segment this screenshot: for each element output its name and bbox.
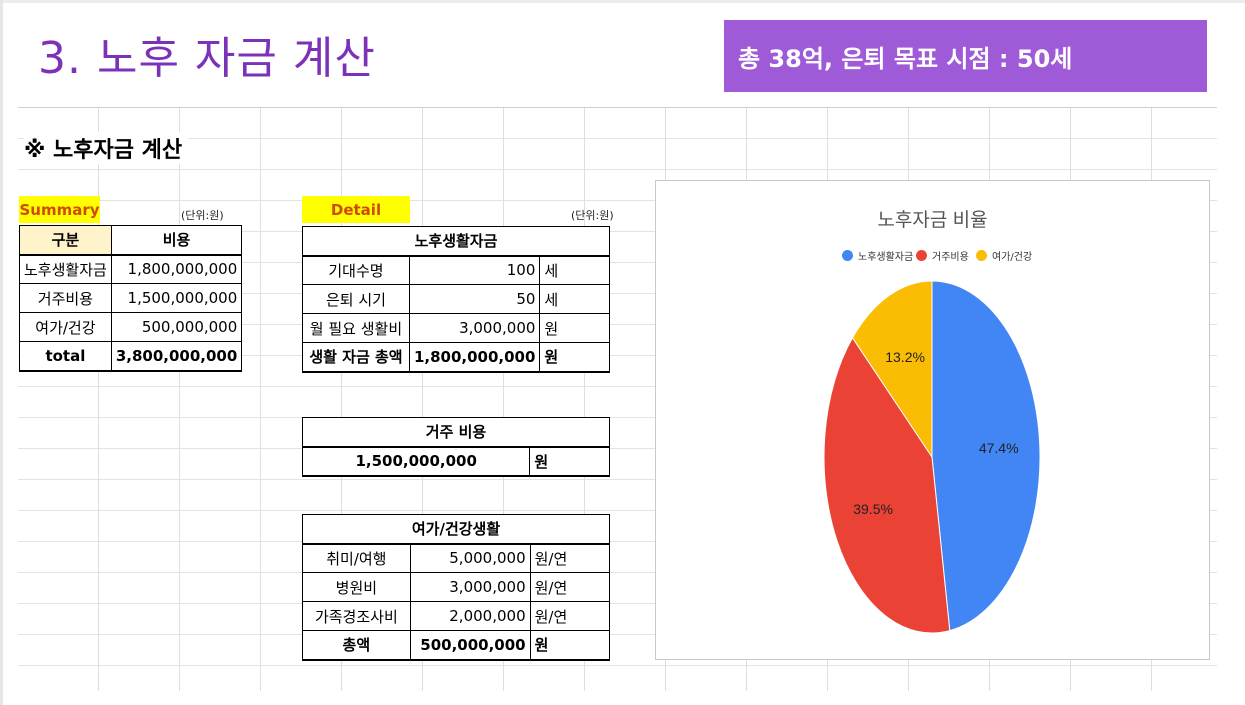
leisure-health-row-unit: 원/연 <box>529 572 611 602</box>
leisure-health-table: 여가/건강생활 취미/여행 5,000,000 원/연 병원비 3,000,00… <box>302 514 611 661</box>
summary-header-row: 구분 비용 <box>19 225 243 256</box>
summary-row-name: 노후생활자금 <box>19 254 112 284</box>
leisure-health-row-value: 2,000,000 <box>409 601 531 631</box>
pie-slice-label: 47.4% <box>979 440 1019 456</box>
legend-label: 거주비용 <box>932 252 969 263</box>
summary-total-name: total <box>19 341 112 372</box>
housing-cost-title: 거주 비용 <box>302 417 610 448</box>
legend-label: 여가/건강 <box>992 252 1033 263</box>
leisure-health-total-row: 총액 500,000,000 원 <box>302 630 611 661</box>
living-fund-total-unit: 원 <box>539 342 610 373</box>
leisure-health-row: 병원비 3,000,000 원/연 <box>302 572 611 602</box>
leisure-health-total-value: 500,000,000 <box>409 630 531 661</box>
detail-label: Detail <box>302 196 410 223</box>
living-fund-row: 은퇴 시기 50 세 <box>302 284 610 314</box>
living-fund-row-unit: 세 <box>539 284 610 314</box>
goal-banner-text: 총 38억, 은퇴 목표 시점 : 50세 <box>738 44 1073 73</box>
living-fund-total-row: 생활 자금 총액 1,800,000,000 원 <box>302 342 610 373</box>
slide-top-border <box>0 0 1245 3</box>
living-fund-row-name: 월 필요 생활비 <box>302 313 410 343</box>
leisure-health-row-name: 병원비 <box>302 572 411 602</box>
pie-slice[interactable] <box>823 336 951 634</box>
summary-label: Summary <box>19 196 100 223</box>
housing-cost-table: 거주 비용 1,500,000,000 원 <box>301 417 610 477</box>
detail-unit: (단위:원) <box>571 209 614 222</box>
living-fund-row: 월 필요 생활비 3,000,000 원 <box>302 313 610 343</box>
leisure-health-row-unit: 원/연 <box>529 601 611 631</box>
chart-title: 노후자금 비율 <box>877 210 988 231</box>
housing-cost-title-row: 거주 비용 <box>302 417 610 448</box>
housing-cost-value: 1,500,000,000 <box>301 446 531 477</box>
leisure-health-total-unit: 원 <box>529 630 611 661</box>
housing-cost-unit: 원 <box>529 446 610 477</box>
leisure-health-row-unit: 원/연 <box>529 543 611 573</box>
leisure-health-row-name: 가족경조사비 <box>302 601 411 631</box>
slide-title: 3. 노후 자금 계산 <box>38 33 376 84</box>
living-fund-row-name: 기대수명 <box>302 255 410 285</box>
summary-row: 여가/건강 500,000,000 <box>19 312 243 342</box>
pie-slice[interactable] <box>931 280 1041 632</box>
summary-total-row: total 3,800,000,000 <box>19 341 243 372</box>
living-fund-row-value: 3,000,000 <box>408 313 541 343</box>
living-fund-total-name: 생활 자금 총액 <box>302 342 410 373</box>
housing-cost-value-row: 1,500,000,000 원 <box>301 446 610 477</box>
summary-row-value: 1,500,000,000 <box>110 283 243 313</box>
slide-left-border <box>0 0 3 705</box>
living-fund-table: 노후생활자금 기대수명 100 세 은퇴 시기 50 세 월 필요 생활비 3,… <box>302 226 610 373</box>
living-fund-row-value: 50 <box>408 284 541 314</box>
legend-swatch-2 <box>976 250 987 261</box>
leisure-health-total-name: 총액 <box>302 630 411 661</box>
pie-slice[interactable] <box>851 280 933 459</box>
summary-row-value: 1,800,000,000 <box>110 254 243 284</box>
living-fund-title: 노후생활자금 <box>302 226 610 257</box>
legend-label: 노후생활자금 <box>858 252 914 263</box>
pie-slice-label: 39.5% <box>853 501 893 517</box>
legend-item: 여가/건강 <box>976 248 1032 263</box>
legend-item: 거주비용 <box>916 248 969 263</box>
summary-header-cost: 비용 <box>110 225 243 256</box>
living-fund-row-unit: 세 <box>539 255 610 285</box>
pie-chart-panel[interactable]: 노후자금 비율 노후생활자금 거주비용 여가/건강 47.4% 39.5% 13.2… <box>655 180 1210 660</box>
living-fund-row-name: 은퇴 시기 <box>302 284 410 314</box>
leisure-health-row: 가족경조사비 2,000,000 원/연 <box>302 601 611 631</box>
leisure-health-title: 여가/건강생활 <box>302 514 610 545</box>
leisure-health-title-row: 여가/건강생활 <box>302 514 610 545</box>
summary-header-category: 구분 <box>19 225 112 256</box>
legend-swatch-1 <box>916 250 927 261</box>
summary-total-value: 3,800,000,000 <box>110 341 243 372</box>
summary-row-value: 500,000,000 <box>110 312 243 342</box>
living-fund-row: 기대수명 100 세 <box>302 255 610 285</box>
living-fund-title-row: 노후생활자금 <box>302 226 610 257</box>
living-fund-row-unit: 원 <box>539 313 610 343</box>
summary-unit: (단위:원) <box>181 209 224 222</box>
summary-row-name: 거주비용 <box>19 283 112 313</box>
leisure-health-row-value: 3,000,000 <box>409 572 531 602</box>
legend-swatch-0 <box>842 250 853 261</box>
leisure-health-row: 취미/여행 5,000,000 원/연 <box>302 543 611 573</box>
summary-row: 거주비용 1,500,000,000 <box>19 283 243 313</box>
pie-slice-label: 13.2% <box>885 349 925 365</box>
goal-banner: 총 38억, 은퇴 목표 시점 : 50세 <box>724 20 1207 92</box>
summary-row: 노후생활자금 1,800,000,000 <box>19 254 243 284</box>
legend-item: 노후생활자금 <box>842 248 913 263</box>
living-fund-total-value: 1,800,000,000 <box>408 342 541 373</box>
leisure-health-row-value: 5,000,000 <box>409 543 531 573</box>
summary-row-name: 여가/건강 <box>19 312 112 342</box>
pie-chart: 47.4% 39.5% 13.2% <box>823 280 1041 634</box>
living-fund-row-value: 100 <box>408 255 541 285</box>
summary-table: 구분 비용 노후생활자금 1,800,000,000 거주비용 1,500,00… <box>19 225 243 372</box>
leisure-health-row-name: 취미/여행 <box>302 543 411 573</box>
sheet-heading: ※ 노후자금 계산 <box>24 132 189 164</box>
